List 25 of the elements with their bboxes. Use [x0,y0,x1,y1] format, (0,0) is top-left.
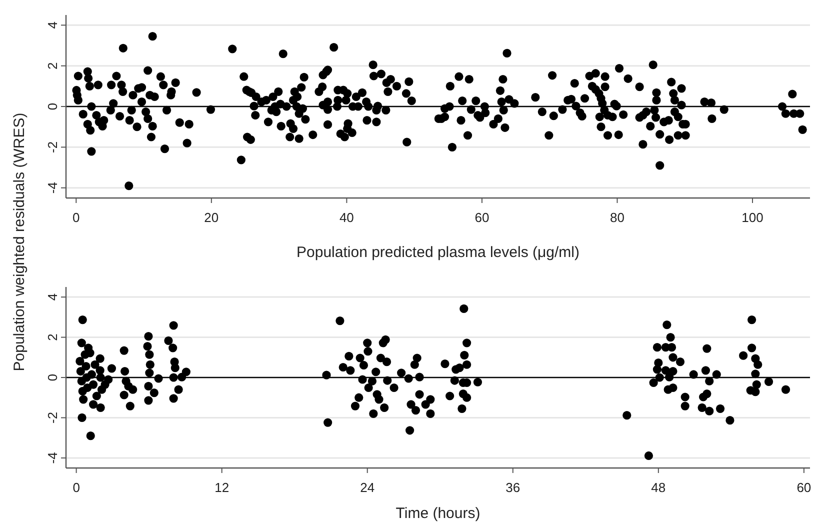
x-tick-label: 48 [651,480,666,495]
y-tick-label: 4 [45,293,60,301]
x-tick-label: 60 [474,210,490,225]
x-tick-label: 100 [742,210,764,225]
x-tick-label: 36 [506,480,520,495]
y-tick-label: -4 [45,182,60,194]
x-axis-title: Time (hours) [396,505,480,522]
y-tick-label: 2 [45,334,60,341]
x-tick-label: 12 [214,480,230,495]
y-tick-label: 4 [45,22,60,29]
x-tick-label: 20 [204,210,219,225]
y-tick-label: -2 [45,412,60,424]
x-axis-title: Population predicted plasma levels (μg/ml) [296,244,580,261]
x-tick-label: 24 [360,480,375,495]
y-tick-label: -2 [45,141,60,153]
x-tick-label: 60 [796,480,812,495]
x-tick-label: 80 [610,210,624,225]
y-tick-label: 2 [45,62,60,70]
x-tick-label: 40 [339,210,354,225]
y-tick-label: -4 [45,452,60,464]
x-tick-label: 0 [72,210,80,225]
x-tick-label: 0 [72,480,80,495]
y-tick-label: 0 [45,102,60,110]
y-tick-label: 0 [45,374,60,382]
y-axis-title: Population weighted residuals (WRES) [11,112,28,372]
